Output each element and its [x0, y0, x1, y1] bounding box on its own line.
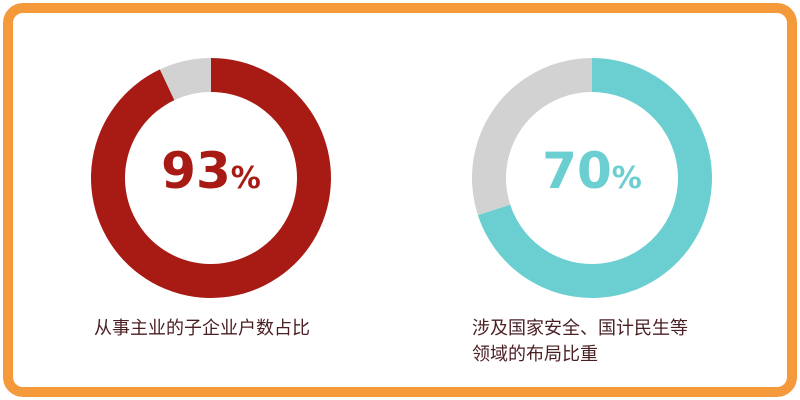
caption-line: 领域的布局比重 [472, 344, 598, 365]
donut-1-slice-2 [159, 58, 211, 101]
donut-2-center-label: 70% [542, 142, 642, 200]
donut-2-caption: 涉及国家安全、国计民生等 领域的布局比重 [472, 316, 688, 368]
donut-1-center-label: 93% [161, 142, 261, 200]
caption-line: 涉及国家安全、国计民生等 [472, 318, 688, 339]
card-frame [3, 3, 797, 397]
donut-1-caption: 从事主业的子企业户数占比 [94, 318, 310, 339]
donut-2-slice-2 [472, 58, 592, 216]
